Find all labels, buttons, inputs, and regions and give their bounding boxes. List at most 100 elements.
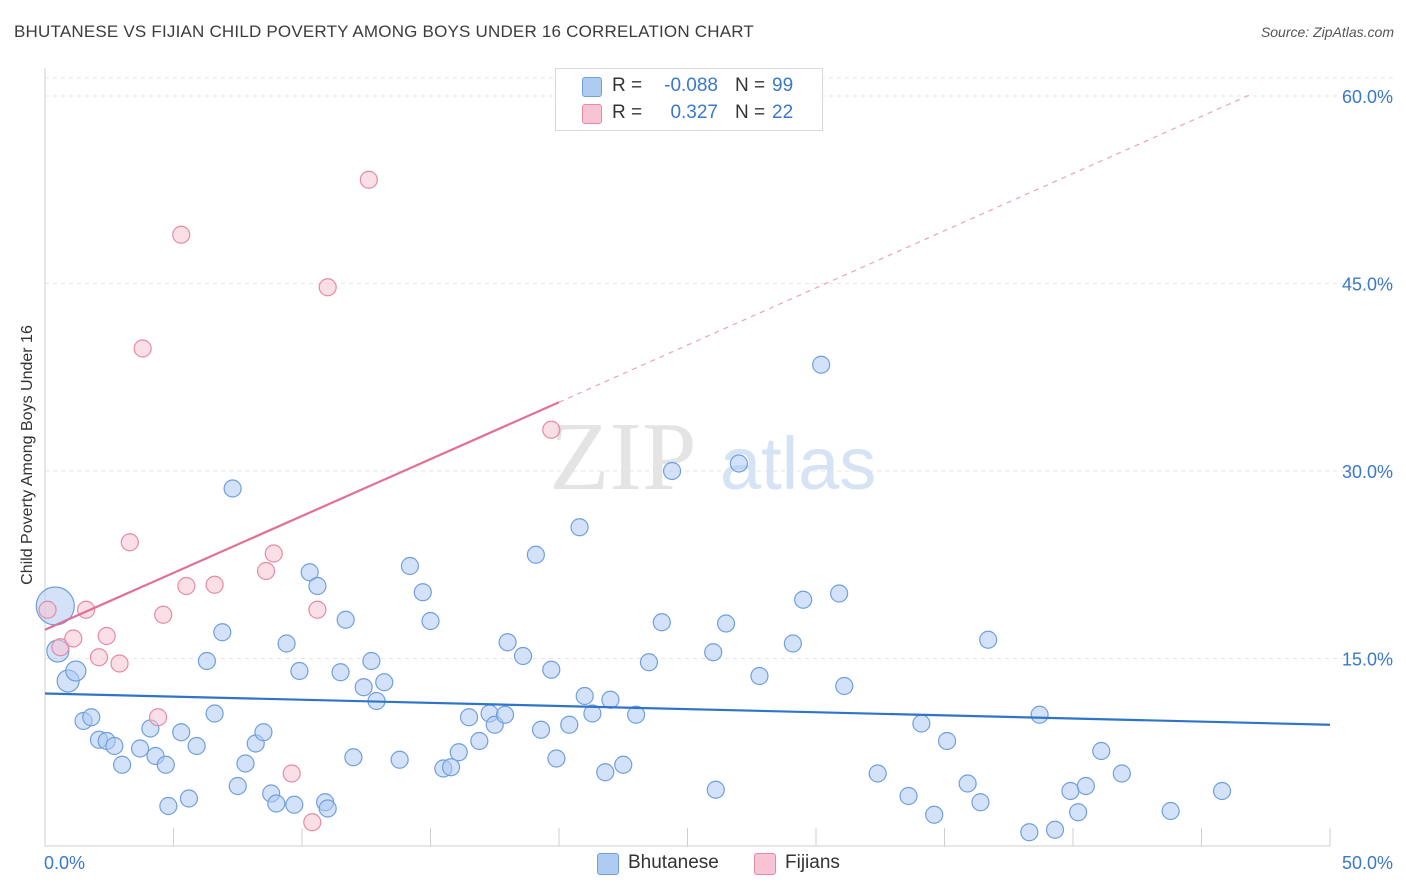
data-point bbox=[172, 723, 191, 742]
data-point bbox=[495, 705, 515, 724]
x-tick-label: 50.0% bbox=[1342, 853, 1393, 873]
data-point bbox=[400, 556, 420, 576]
data-point bbox=[835, 676, 854, 696]
data-point bbox=[110, 654, 129, 673]
data-point bbox=[359, 170, 378, 189]
data-point bbox=[236, 754, 255, 773]
data-point bbox=[1112, 764, 1131, 783]
trend-line-fijians-extrapolated bbox=[558, 92, 1254, 403]
data-point bbox=[652, 613, 671, 632]
data-point bbox=[228, 776, 247, 796]
data-point bbox=[205, 704, 224, 723]
data-point bbox=[112, 755, 132, 774]
legend-n-label: N = bbox=[735, 102, 766, 123]
data-point bbox=[148, 708, 168, 727]
data-point bbox=[65, 660, 87, 682]
data-point bbox=[179, 789, 199, 808]
legend-r-value: -0.088 bbox=[664, 75, 718, 96]
legend-swatch-pink bbox=[582, 104, 602, 124]
data-point bbox=[971, 793, 990, 812]
data-point bbox=[575, 686, 594, 706]
trend-line-bhutanese bbox=[44, 692, 1331, 726]
y-tick-label: 30.0% bbox=[1342, 462, 1393, 482]
data-point bbox=[64, 629, 83, 648]
data-point bbox=[159, 796, 178, 816]
data-point bbox=[498, 633, 517, 652]
legend-n-value: 99 bbox=[772, 75, 794, 96]
data-point bbox=[1069, 803, 1088, 822]
data-point bbox=[421, 611, 440, 631]
data-point bbox=[205, 575, 224, 594]
data-point bbox=[830, 584, 849, 603]
data-point bbox=[308, 576, 327, 596]
data-point bbox=[375, 673, 394, 692]
data-point bbox=[331, 663, 350, 682]
data-point bbox=[120, 533, 139, 552]
data-point bbox=[750, 666, 769, 686]
watermark: ZIP atlas bbox=[550, 403, 877, 511]
data-point bbox=[285, 795, 304, 814]
data-point bbox=[156, 755, 175, 774]
data-point bbox=[177, 576, 196, 596]
axes bbox=[44, 68, 1331, 847]
data-point bbox=[130, 739, 150, 758]
data-point bbox=[783, 634, 802, 653]
data-point bbox=[197, 651, 217, 671]
data-point bbox=[300, 563, 319, 582]
trend-lines bbox=[44, 92, 1331, 726]
data-point bbox=[344, 748, 363, 767]
data-point bbox=[626, 705, 646, 724]
data-point bbox=[254, 723, 273, 742]
data-point bbox=[449, 743, 468, 762]
data-point bbox=[596, 763, 615, 782]
chart-title: BHUTANESE VS FIJIAN CHILD POVERTY AMONG … bbox=[14, 22, 754, 41]
data-point bbox=[704, 643, 723, 662]
data-point bbox=[413, 583, 432, 602]
legend-n-value: 22 bbox=[772, 102, 794, 123]
data-point bbox=[979, 630, 998, 649]
legend-r-value: 0.327 bbox=[670, 102, 718, 123]
data-point bbox=[925, 805, 944, 824]
data-point bbox=[282, 764, 301, 783]
x-tick-label: 0.0% bbox=[44, 853, 85, 873]
legend-r-label: R = bbox=[612, 75, 643, 96]
y-tick-label: 15.0% bbox=[1342, 650, 1393, 670]
data-point bbox=[794, 590, 813, 609]
data-point bbox=[1076, 776, 1095, 796]
data-point bbox=[601, 690, 620, 709]
data-point bbox=[899, 786, 918, 806]
data-point bbox=[154, 605, 173, 624]
data-point bbox=[868, 764, 887, 783]
y-axis-label: Child Poverty Among Boys Under 16 bbox=[19, 325, 36, 585]
data-point bbox=[264, 544, 283, 563]
data-point bbox=[267, 794, 286, 813]
data-point bbox=[570, 518, 589, 537]
data-point bbox=[38, 600, 57, 619]
data-point bbox=[390, 750, 409, 769]
data-point bbox=[256, 561, 276, 581]
data-point bbox=[336, 610, 355, 629]
data-point bbox=[97, 626, 116, 646]
legend-n-label: N = bbox=[735, 75, 766, 96]
data-point bbox=[1030, 705, 1049, 724]
data-point bbox=[51, 638, 70, 657]
legend-r-label: R = bbox=[612, 102, 643, 123]
data-point bbox=[958, 774, 977, 793]
legend-swatch-pink bbox=[754, 853, 776, 875]
data-point bbox=[812, 355, 831, 374]
data-point bbox=[662, 461, 682, 481]
data-point bbox=[531, 720, 551, 739]
data-point bbox=[937, 731, 957, 751]
data-point bbox=[706, 780, 725, 799]
data-point bbox=[614, 755, 633, 774]
watermark-zip: ZIP bbox=[550, 403, 697, 511]
tick-labels: 15.0% 30.0% 45.0% 60.0% 0.0% 50.0% bbox=[44, 87, 1393, 873]
data-point bbox=[354, 678, 373, 697]
data-point bbox=[716, 614, 736, 633]
correlation-legend: R = -0.088 N = 99 R = 0.327 N = 22 bbox=[555, 68, 823, 131]
data-point bbox=[105, 736, 124, 756]
gridlines bbox=[45, 77, 1393, 659]
data-point bbox=[82, 708, 101, 727]
trend-line-fijians bbox=[44, 401, 560, 631]
